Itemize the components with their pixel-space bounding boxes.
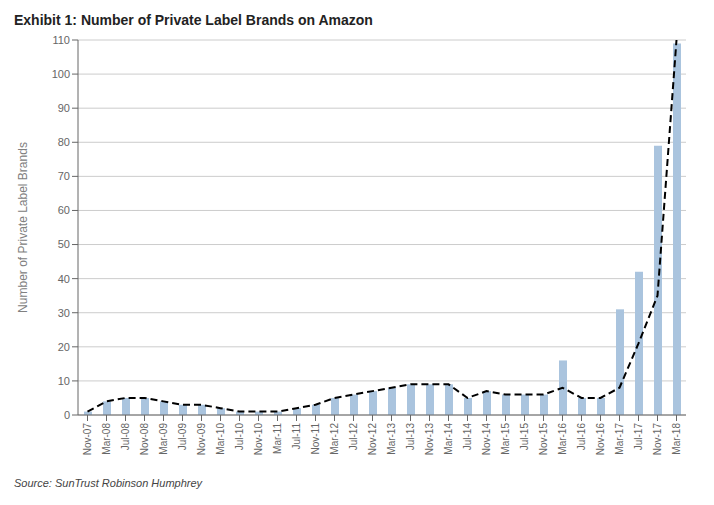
svg-text:Jul-10: Jul-10 [234,423,245,451]
svg-text:30: 30 [58,307,70,319]
svg-text:Mar-16: Mar-16 [557,423,568,455]
svg-text:Jul-09: Jul-09 [177,423,188,451]
svg-text:Number of Private Label Brands: Number of Private Label Brands [16,142,30,313]
svg-text:Nov-09: Nov-09 [196,423,207,456]
svg-text:Jul-16: Jul-16 [576,423,587,451]
svg-text:Mar-13: Mar-13 [386,423,397,455]
svg-text:70: 70 [58,170,70,182]
svg-text:Mar-09: Mar-09 [158,423,169,455]
svg-text:Jul-12: Jul-12 [348,423,359,451]
svg-text:Jul-13: Jul-13 [405,423,416,451]
svg-text:Mar-15: Mar-15 [500,423,511,455]
svg-text:Mar-10: Mar-10 [215,423,226,455]
svg-text:100: 100 [52,68,70,80]
svg-text:Jul-14: Jul-14 [462,423,473,451]
svg-text:10: 10 [58,375,70,387]
html-text:Source: SunTrust Robinson Hump: Source: SunTrust Robinson Humphrey [14,477,203,489]
svg-text:50: 50 [58,238,70,250]
svg-text:Mar-18: Mar-18 [671,423,682,455]
svg-text:80: 80 [58,136,70,148]
svg-text:Nov-17: Nov-17 [652,423,663,456]
svg-text:20: 20 [58,341,70,353]
svg-text:Nov-10: Nov-10 [253,423,264,456]
svg-text:40: 40 [58,273,70,285]
svg-text:Jul-15: Jul-15 [519,423,530,451]
svg-text:Nov-13: Nov-13 [424,423,435,456]
svg-text:Nov-11: Nov-11 [310,423,321,455]
svg-text:Jul-11: Jul-11 [291,423,302,450]
svg-text:Nov-12: Nov-12 [367,423,378,456]
svg-text:Jul-08: Jul-08 [120,423,131,451]
svg-text:Mar-12: Mar-12 [329,423,340,455]
svg-text:90: 90 [58,102,70,114]
svg-text:Mar-11: Mar-11 [272,423,283,454]
svg-text:Nov-07: Nov-07 [82,423,93,456]
svg-text:Mar-17: Mar-17 [614,423,625,455]
svg-text:Nov-15: Nov-15 [538,423,549,456]
svg-text:Nov-08: Nov-08 [139,423,150,456]
svg-text:Nov-14: Nov-14 [481,423,492,456]
svg-text:Nov-16: Nov-16 [595,423,606,456]
html-text:Exhibit 1: Number of Private L: Exhibit 1: Number of Private Label Brand… [14,12,373,28]
svg-text:Mar-08: Mar-08 [101,423,112,455]
svg-text:110: 110 [52,34,70,46]
svg-text:60: 60 [58,204,70,216]
svg-text:Mar-14: Mar-14 [443,423,454,455]
svg-text:Jul-17: Jul-17 [633,423,644,451]
svg-text:0: 0 [64,409,70,421]
